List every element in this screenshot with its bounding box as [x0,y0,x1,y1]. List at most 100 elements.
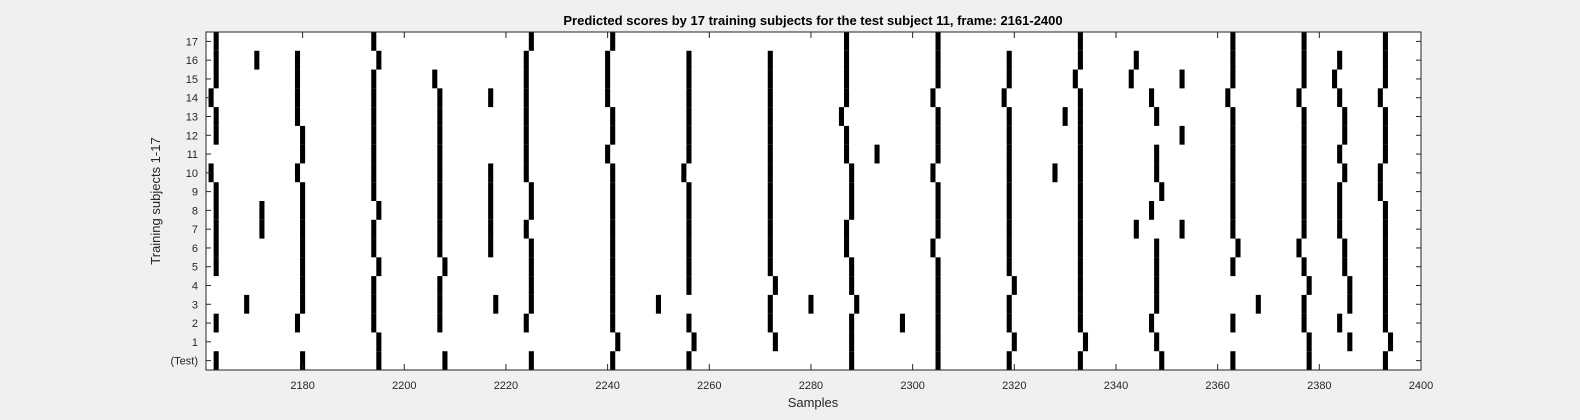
event-mark [610,125,616,145]
event-mark [1301,313,1307,333]
event-mark [371,32,377,51]
event-mark [371,313,377,333]
event-mark [1154,107,1160,126]
event-mark [1337,88,1343,108]
event-mark [1301,182,1307,201]
event-mark [844,125,850,145]
event-mark [300,219,306,239]
event-mark [686,182,692,201]
event-mark [849,201,855,220]
event-mark [1077,351,1083,370]
event-mark [437,125,443,145]
event-mark [1077,107,1083,126]
event-mark [244,294,250,314]
event-mark [1062,107,1068,126]
event-mark [930,88,936,108]
x-tick-label: 2300 [900,380,924,392]
event-mark [1382,32,1388,51]
event-mark [1077,88,1083,108]
event-mark [437,276,443,295]
event-mark [1347,332,1353,352]
event-mark [844,32,850,51]
event-mark [528,238,534,258]
event-mark [371,182,377,201]
event-mark [767,257,773,277]
event-mark [376,332,382,352]
event-mark [523,88,529,108]
event-mark [376,257,382,277]
event-mark [376,351,382,370]
event-mark [437,313,443,333]
x-tick-label: 2340 [1104,380,1128,392]
event-mark [610,313,616,333]
event-mark [1301,163,1307,183]
event-mark [1077,32,1083,51]
event-mark [655,294,661,314]
event-mark [488,88,494,108]
event-mark [1149,201,1155,220]
event-mark [767,88,773,108]
event-mark [254,50,260,70]
x-tick-label: 2180 [290,380,314,392]
x-tick-label: 2320 [1002,380,1026,392]
event-mark [935,125,941,145]
event-mark [294,50,301,70]
event-mark [686,313,692,333]
event-mark [1230,313,1236,333]
event-mark [213,125,219,145]
event-mark [1347,294,1353,314]
event-mark [849,332,855,352]
event-mark [772,276,778,295]
event-mark [1006,294,1012,314]
event-mark [610,257,616,277]
event-mark [1006,201,1012,220]
event-mark [610,107,616,126]
event-mark [1337,182,1343,201]
event-mark [610,201,616,220]
event-mark [1337,50,1343,70]
y-tick-label: 10 [186,168,198,180]
event-mark [1006,69,1012,89]
x-tick-label: 2260 [697,380,721,392]
event-mark [371,238,377,258]
event-mark [605,69,611,89]
chart-title: Predicted scores by 17 training subjects… [563,13,1062,28]
event-mark [1006,125,1012,145]
event-mark [1387,332,1394,352]
event-mark [681,163,687,183]
event-mark [935,182,941,201]
event-mark [300,201,306,220]
event-mark [437,88,443,108]
event-mark [213,107,219,126]
event-mark [376,50,382,70]
event-mark [686,125,692,145]
event-mark [1377,163,1383,183]
event-mark [1154,257,1160,277]
event-mark [899,313,905,333]
event-mark [1006,144,1012,164]
event-mark [610,219,616,239]
event-mark [523,69,529,89]
event-mark [686,276,692,295]
event-mark [767,219,773,239]
event-mark [437,182,443,201]
event-mark [1154,294,1160,314]
event-mark [1382,257,1388,277]
event-mark [935,276,941,295]
x-tick-label: 2220 [494,380,518,392]
event-mark [1179,125,1185,145]
event-mark [300,182,306,201]
event-mark [1301,219,1307,239]
event-mark [1230,351,1236,370]
event-mark [1306,276,1312,295]
event-mark [371,125,377,145]
y-tick-label: 11 [187,149,198,161]
event-mark [523,144,529,164]
y-tick-label: 4 [192,281,198,293]
event-mark [528,257,534,277]
y-tick-label: 6 [192,243,198,255]
event-mark [442,351,448,370]
x-tick-label: 2360 [1205,380,1229,392]
event-mark [528,182,534,201]
